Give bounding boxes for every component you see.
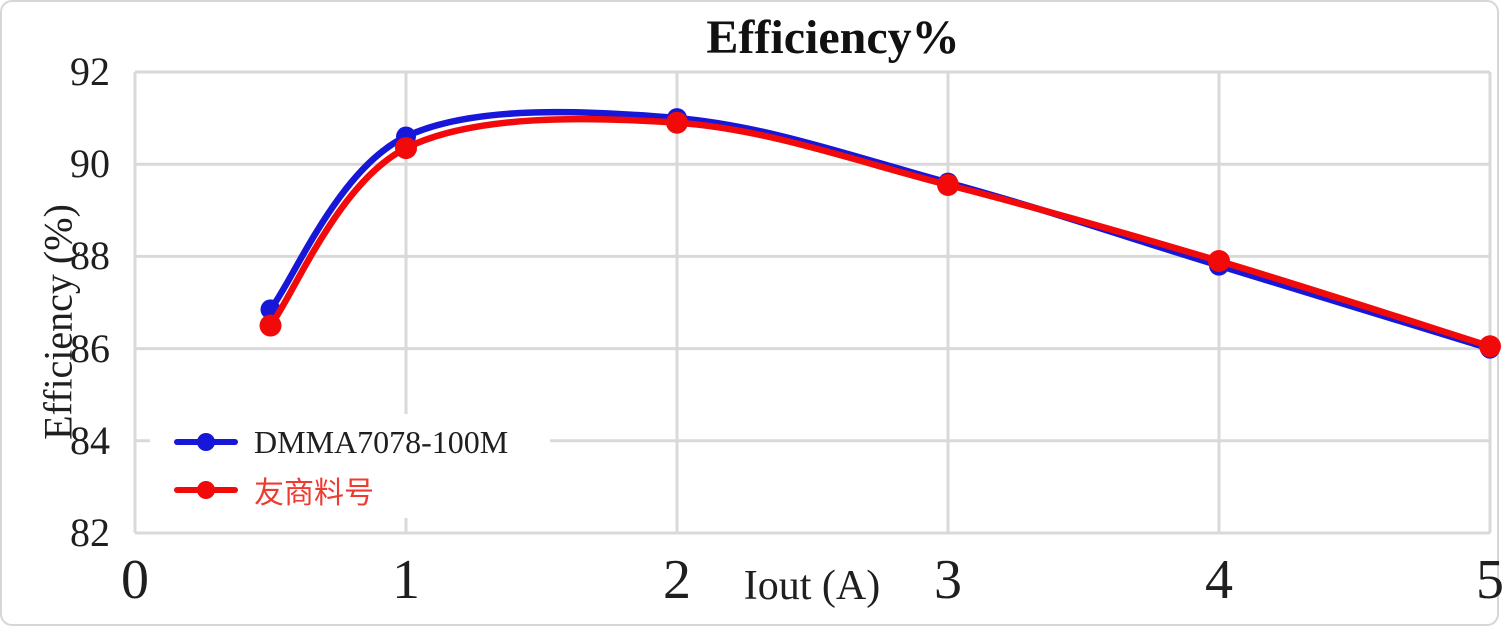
y-tick-label: 90 <box>70 141 110 187</box>
legend-label-competitor-part: 友商料号 <box>254 476 374 511</box>
x-tick-label: 4 <box>1205 549 1233 611</box>
legend-dot-blue <box>197 433 215 451</box>
x-axis-title: Iout (A) <box>743 563 881 609</box>
data-point-red <box>395 137 417 160</box>
data-point-red <box>937 173 959 196</box>
series-line-red <box>267 115 1494 350</box>
y-tick-label: 82 <box>70 510 110 555</box>
legend-line-dot-marker-blue <box>174 432 238 452</box>
y-tick-label: 88 <box>70 233 110 279</box>
legend-label-dmma7078-100m: DMMA7078-100M <box>254 423 509 460</box>
x-tick-label: 5 <box>1476 549 1503 611</box>
y-tick-label: 92 <box>70 49 110 94</box>
x-tick-label: 0 <box>121 549 149 611</box>
x-tick-label: 2 <box>663 549 691 611</box>
data-point-red <box>666 111 688 134</box>
legend-item-competitor-part: 友商料号 <box>174 466 550 514</box>
data-point-red <box>1479 335 1501 358</box>
y-tick-label: 84 <box>70 417 110 463</box>
legend-line-dot-marker-red <box>174 480 238 500</box>
series-line-blue <box>267 108 1494 352</box>
legend-item-dmma7078-100m: DMMA7078-100M <box>174 418 550 466</box>
y-tick-label: 86 <box>70 325 110 371</box>
x-tick-label: 1 <box>392 549 420 611</box>
x-tick-label: 3 <box>934 549 962 611</box>
data-point-red <box>1208 250 1230 273</box>
legend-dot-red <box>197 481 215 499</box>
data-point-red <box>259 314 282 337</box>
chart-title: Efficiency% <box>706 11 960 64</box>
legend: DMMA7078-100M 友商料号 <box>150 414 550 518</box>
